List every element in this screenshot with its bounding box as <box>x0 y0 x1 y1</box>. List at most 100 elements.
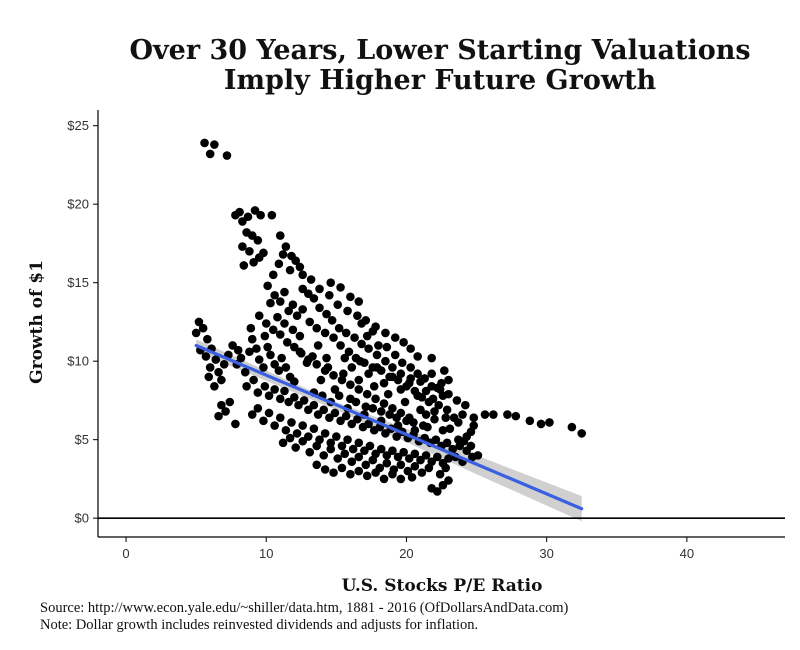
data-point <box>288 325 298 335</box>
data-point <box>304 432 313 441</box>
data-point <box>545 418 554 427</box>
data-point <box>278 250 288 259</box>
data-point <box>400 397 410 407</box>
data-point <box>444 476 453 485</box>
data-point <box>250 206 260 215</box>
data-point <box>371 468 380 477</box>
data-point <box>330 385 340 394</box>
data-point <box>435 469 445 479</box>
points-layer <box>191 138 587 496</box>
y-tick-label: $5 <box>75 432 89 447</box>
data-point <box>281 363 291 372</box>
data-point <box>432 487 442 496</box>
data-point <box>333 454 343 463</box>
data-point <box>404 454 414 463</box>
data-point <box>427 369 436 379</box>
data-point <box>284 397 293 407</box>
data-point <box>383 389 393 399</box>
data-point <box>438 391 448 401</box>
data-point <box>379 399 389 408</box>
data-point <box>413 369 422 379</box>
data-point <box>445 424 455 433</box>
data-point <box>260 331 270 341</box>
data-point <box>365 441 375 451</box>
data-point <box>204 372 214 382</box>
data-point <box>461 400 470 410</box>
data-point <box>254 355 264 364</box>
data-point <box>320 465 330 474</box>
data-point <box>254 253 264 262</box>
data-point <box>369 381 379 391</box>
data-point <box>444 454 453 463</box>
data-point <box>372 350 382 360</box>
data-point <box>298 421 307 430</box>
data-point <box>319 451 329 460</box>
data-point <box>381 429 390 438</box>
data-point <box>368 327 378 336</box>
note-line: Note: Dollar growth includes reinvested … <box>40 617 479 633</box>
data-point <box>275 413 285 422</box>
data-point <box>260 381 270 391</box>
data-point <box>390 350 400 360</box>
data-point <box>417 468 427 477</box>
data-point <box>247 231 257 240</box>
data-point <box>325 290 334 300</box>
data-point <box>347 363 357 372</box>
data-point <box>404 378 414 388</box>
data-point <box>243 212 253 222</box>
data-point <box>361 460 371 470</box>
data-point <box>355 356 365 366</box>
data-point <box>309 294 319 303</box>
data-point <box>420 374 429 383</box>
data-point <box>396 385 406 394</box>
data-point <box>406 363 415 372</box>
data-point <box>577 429 587 438</box>
data-point <box>454 418 463 427</box>
data-point <box>350 333 359 342</box>
data-point <box>341 328 351 338</box>
data-point <box>374 341 383 350</box>
x-tick-label: 0 <box>122 546 129 561</box>
data-point <box>268 270 278 280</box>
data-point <box>357 319 366 328</box>
data-point <box>299 396 309 405</box>
data-point <box>427 353 436 363</box>
data-point <box>441 463 451 473</box>
data-point <box>281 242 291 251</box>
data-point <box>312 360 322 369</box>
data-point <box>334 391 344 401</box>
data-point <box>259 363 268 372</box>
data-point <box>466 441 476 451</box>
data-point <box>211 355 221 364</box>
data-point <box>368 403 378 413</box>
data-point <box>236 353 246 363</box>
data-point <box>347 457 357 466</box>
data-point <box>337 441 347 451</box>
data-point <box>313 341 323 350</box>
data-point <box>372 363 382 372</box>
data-point <box>270 360 279 369</box>
data-point <box>416 455 425 465</box>
data-point <box>253 388 263 397</box>
data-point <box>329 333 338 342</box>
data-point <box>315 303 324 313</box>
data-point <box>291 256 300 266</box>
data-point <box>238 242 247 251</box>
data-point <box>448 444 458 454</box>
data-point <box>264 408 274 418</box>
data-point <box>282 338 292 347</box>
data-point <box>315 284 324 294</box>
data-point <box>306 275 316 284</box>
data-point <box>468 452 477 462</box>
data-point <box>480 410 490 419</box>
data-point <box>438 480 448 490</box>
data-point <box>288 300 298 309</box>
data-point <box>364 344 373 353</box>
data-point <box>421 386 431 396</box>
data-point <box>440 366 449 375</box>
data-point <box>403 466 413 476</box>
data-point <box>225 397 235 407</box>
data-point <box>382 342 392 352</box>
data-point <box>289 392 299 402</box>
data-point <box>295 347 305 357</box>
